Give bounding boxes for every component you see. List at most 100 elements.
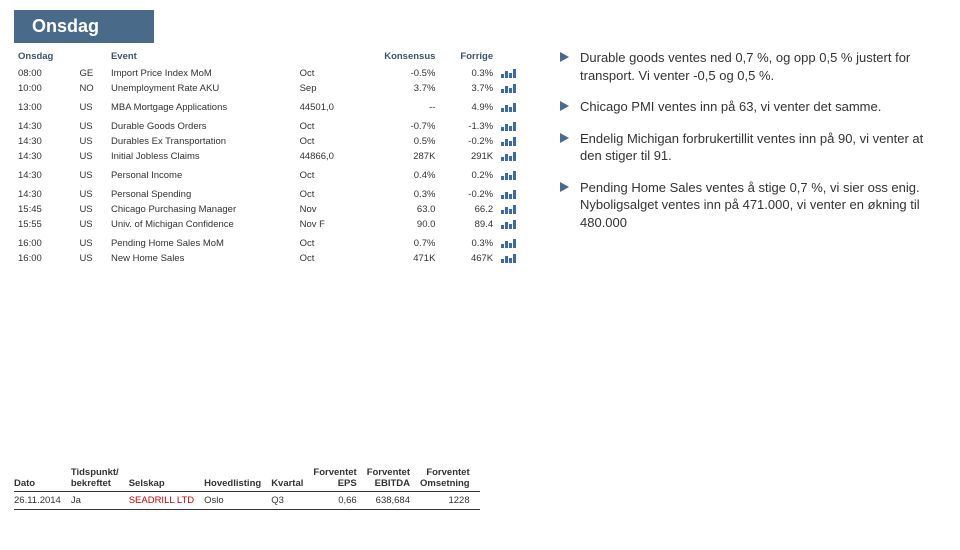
cell-konsensus: 90.0 <box>356 217 440 232</box>
events-table: Onsdag Event Konsensus Forrige 08:00GEIm… <box>14 49 534 266</box>
cell-cc: US <box>75 134 107 149</box>
earn-col-dato: Dato <box>14 466 71 492</box>
events-table-body: 08:00GEImport Price Index MoMOct-0.5%0.3… <box>14 66 534 266</box>
cell-event: Chicago Purchasing Manager <box>107 202 296 217</box>
table-row: 14:30USPersonal SpendingOct0.3%-0.2% <box>14 183 534 202</box>
commentary-column: Durable goods ventes ned 0,7 %, og opp 0… <box>560 49 940 266</box>
cell-cc: GE <box>75 66 107 81</box>
cell-period: Oct <box>296 134 356 149</box>
cell-konsensus: 0.5% <box>356 134 440 149</box>
col-cc <box>75 49 107 66</box>
events-column: Onsdag Event Konsensus Forrige 08:00GEIm… <box>14 49 534 266</box>
earn-col-tidspunkt: Tidspunkt/bekreftet <box>71 466 129 492</box>
earnings-section: Dato Tidspunkt/bekreftet Selskap Hovedli… <box>14 466 480 510</box>
table-row: 15:45USChicago Purchasing ManagerNov63.0… <box>14 202 534 217</box>
cell-period: Nov F <box>296 217 356 232</box>
cell-event: Personal Income <box>107 164 296 183</box>
cell-event: Personal Spending <box>107 183 296 202</box>
commentary-list: Durable goods ventes ned 0,7 %, og opp 0… <box>560 49 940 231</box>
cell-konsensus: -0.5% <box>356 66 440 81</box>
cell-event: Durables Ex Transportation <box>107 134 296 149</box>
cell-period: 44866,0 <box>296 149 356 164</box>
sparkline-icon <box>501 151 519 161</box>
cell-spark <box>497 149 534 164</box>
table-row: 15:55USUniv. of Michigan ConfidenceNov F… <box>14 217 534 232</box>
cell-ebitda: 638,684 <box>367 492 420 510</box>
cell-time: 10:00 <box>14 81 75 96</box>
table-row: 10:00NOUnemployment Rate AKUSep3.7%3.7% <box>14 81 534 96</box>
cell-cc: US <box>75 202 107 217</box>
col-time: Onsdag <box>14 49 75 66</box>
cell-spark <box>497 232 534 251</box>
cell-oms: 1228 <box>420 492 480 510</box>
cell-konsensus: 287K <box>356 149 440 164</box>
col-event: Event <box>107 49 296 66</box>
cell-period: Oct <box>296 251 356 266</box>
cell-spark <box>497 251 534 266</box>
cell-cc: US <box>75 183 107 202</box>
cell-period: Nov <box>296 202 356 217</box>
sparkline-icon <box>501 219 519 229</box>
table-row: 14:30USDurable Goods OrdersOct-0.7%-1.3% <box>14 115 534 134</box>
cell-event: Pending Home Sales MoM <box>107 232 296 251</box>
cell-time: 16:00 <box>14 232 75 251</box>
col-period <box>296 49 356 66</box>
sparkline-icon <box>501 170 519 180</box>
earn-col-ebitda: ForventetEBITDA <box>367 466 420 492</box>
cell-time: 15:55 <box>14 217 75 232</box>
cell-forrige: -0.2% <box>439 134 497 149</box>
cell-tidspunkt: Ja <box>71 492 129 510</box>
earn-col-selskap: Selskap <box>129 466 204 492</box>
cell-cc: US <box>75 96 107 115</box>
sparkline-icon <box>501 189 519 199</box>
cell-spark <box>497 134 534 149</box>
cell-forrige: 0.2% <box>439 164 497 183</box>
col-forrige: Forrige <box>439 49 497 66</box>
commentary-item: Pending Home Sales ventes å stige 0,7 %,… <box>560 179 940 232</box>
cell-konsensus: -- <box>356 96 440 115</box>
cell-event: MBA Mortgage Applications <box>107 96 296 115</box>
cell-period: Oct <box>296 183 356 202</box>
cell-konsensus: -0.7% <box>356 115 440 134</box>
earn-col-oms: ForventetOmsetning <box>420 466 480 492</box>
earn-col-eps: ForventetEPS <box>313 466 366 492</box>
table-row: 16:00USPending Home Sales MoMOct0.7%0.3% <box>14 232 534 251</box>
cell-konsensus: 3.7% <box>356 81 440 96</box>
cell-time: 16:00 <box>14 251 75 266</box>
cell-time: 08:00 <box>14 66 75 81</box>
table-row: 13:00USMBA Mortgage Applications44501,0-… <box>14 96 534 115</box>
cell-forrige: 291K <box>439 149 497 164</box>
cell-konsensus: 471K <box>356 251 440 266</box>
cell-cc: US <box>75 115 107 134</box>
earnings-row: 26.11.2014 Ja SEADRILL LTD Oslo Q3 0,66 … <box>14 492 480 510</box>
sparkline-icon <box>501 253 519 263</box>
cell-time: 13:00 <box>14 96 75 115</box>
cell-forrige: 467K <box>439 251 497 266</box>
cell-spark <box>497 183 534 202</box>
cell-forrige: 0.3% <box>439 66 497 81</box>
cell-selskap: SEADRILL LTD <box>129 492 204 510</box>
cell-period: Oct <box>296 164 356 183</box>
cell-dato: 26.11.2014 <box>14 492 71 510</box>
cell-spark <box>497 81 534 96</box>
cell-time: 14:30 <box>14 164 75 183</box>
table-row: 14:30USPersonal IncomeOct0.4%0.2% <box>14 164 534 183</box>
cell-spark <box>497 96 534 115</box>
sparkline-icon <box>501 68 519 78</box>
cell-time: 15:45 <box>14 202 75 217</box>
cell-event: Import Price Index MoM <box>107 66 296 81</box>
cell-forrige: 0.3% <box>439 232 497 251</box>
sparkline-icon <box>501 204 519 214</box>
cell-period: Oct <box>296 66 356 81</box>
table-row: 14:30USDurables Ex TransportationOct0.5%… <box>14 134 534 149</box>
cell-time: 14:30 <box>14 115 75 134</box>
cell-konsensus: 0.3% <box>356 183 440 202</box>
cell-time: 14:30 <box>14 134 75 149</box>
commentary-item: Chicago PMI ventes inn på 63, vi venter … <box>560 98 940 116</box>
cell-cc: US <box>75 164 107 183</box>
sparkline-icon <box>501 238 519 248</box>
col-spark <box>497 49 534 66</box>
cell-event: New Home Sales <box>107 251 296 266</box>
cell-forrige: 89.4 <box>439 217 497 232</box>
cell-event: Durable Goods Orders <box>107 115 296 134</box>
